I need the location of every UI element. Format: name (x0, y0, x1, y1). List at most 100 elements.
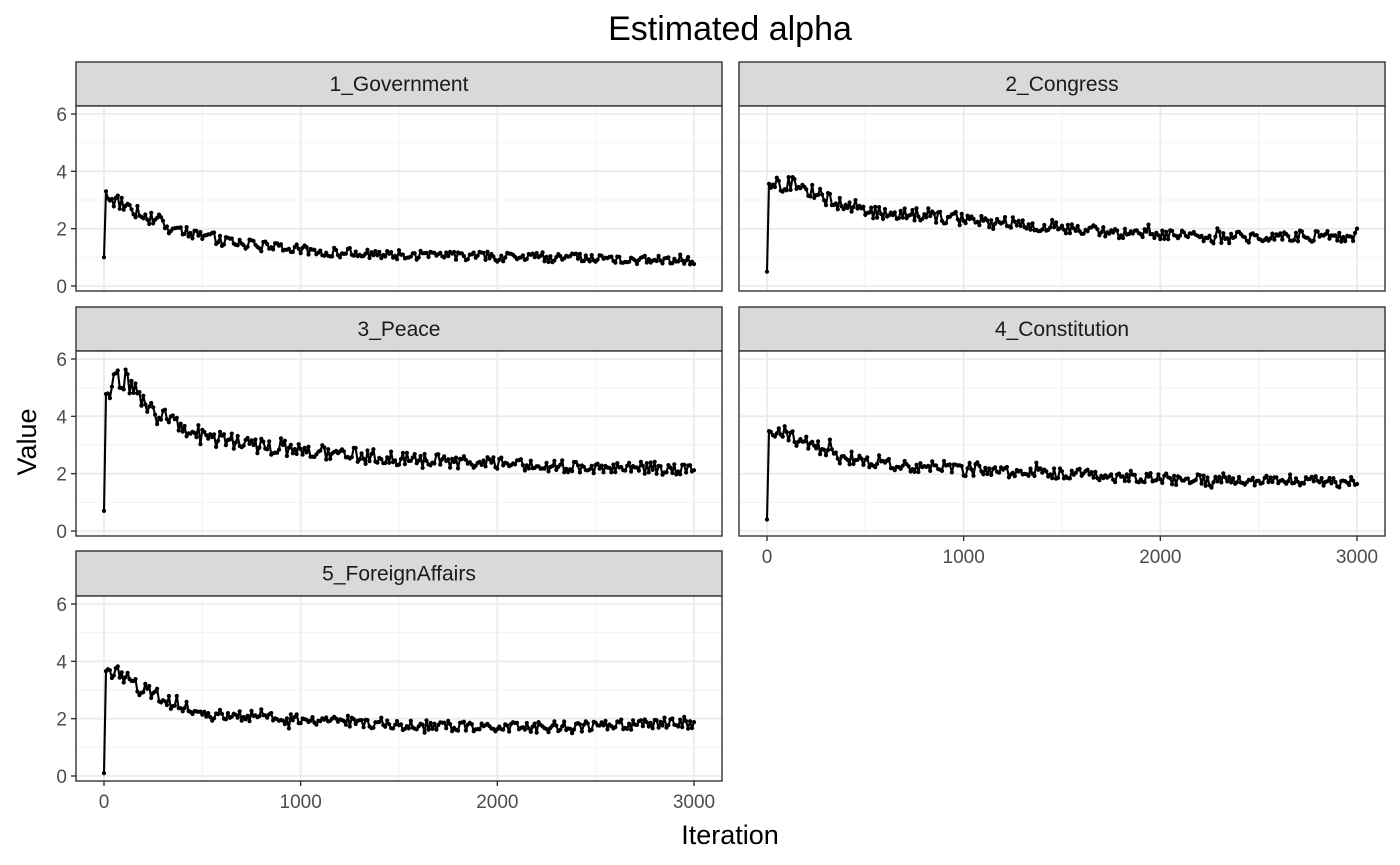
data-point (554, 723, 559, 728)
data-point (229, 236, 234, 241)
data-point (1008, 225, 1014, 230)
data-point (1207, 233, 1212, 238)
data-point (123, 675, 128, 680)
data-point (920, 216, 925, 221)
data-point (300, 452, 305, 457)
data-point (1101, 225, 1106, 230)
data-point (599, 253, 604, 258)
data-point (798, 186, 803, 191)
data-point (1246, 240, 1251, 245)
data-point (939, 468, 945, 473)
data-point (975, 460, 980, 465)
data-point (1093, 469, 1098, 474)
data-point (198, 230, 203, 235)
data-point (245, 244, 250, 249)
data-point (1321, 483, 1326, 488)
data-point (324, 250, 329, 255)
data-point (522, 468, 528, 473)
data-point (971, 473, 976, 478)
data-point (1354, 226, 1360, 231)
data-point (237, 237, 242, 242)
data-point (861, 462, 866, 467)
data-point (223, 717, 228, 722)
data-point (989, 472, 994, 477)
data-point (280, 442, 286, 447)
data-point (664, 470, 669, 475)
data-point (233, 440, 238, 445)
data-point (528, 729, 533, 735)
data-point (540, 250, 545, 255)
facet-panel-4: 4_Constitution 0 1000 2000 3000 (738, 306, 1386, 568)
data-point (688, 719, 693, 724)
facet-panel-5: 5_ForeignAffairs 0 2 4 6 0 1000 2000 3000 (56, 550, 723, 813)
data-point (570, 731, 575, 736)
data-point (1146, 474, 1151, 479)
data-point (632, 258, 638, 263)
data-point (408, 458, 413, 463)
data-point (202, 429, 207, 435)
series-markers (764, 424, 1360, 522)
data-point (947, 462, 953, 467)
data-point (365, 718, 370, 723)
data-point (764, 517, 770, 522)
data-point (829, 447, 835, 452)
data-point (1268, 475, 1273, 480)
data-point (678, 472, 683, 477)
data-point (1146, 222, 1151, 227)
data-point (216, 240, 221, 245)
data-point (420, 722, 425, 727)
data-point (231, 446, 236, 451)
data-point (369, 250, 374, 255)
data-point (1089, 470, 1094, 475)
data-point (172, 703, 177, 708)
data-point (257, 445, 262, 450)
data-point (1113, 480, 1118, 485)
data-point (932, 211, 937, 216)
data-point (1164, 229, 1169, 234)
data-point (294, 242, 299, 247)
data-point (347, 246, 352, 251)
data-point (162, 407, 168, 412)
data-point (686, 726, 691, 731)
data-point (1069, 222, 1074, 227)
data-point (550, 464, 555, 469)
data-point (790, 429, 795, 434)
data-point (318, 448, 323, 453)
data-point (1270, 479, 1275, 485)
data-point (579, 729, 585, 734)
data-point (133, 215, 138, 220)
panel-border (75, 105, 723, 292)
data-point (601, 470, 606, 475)
data-point (202, 709, 207, 714)
data-point (1215, 226, 1220, 231)
data-point (196, 423, 201, 428)
data-point (394, 257, 400, 262)
data-point (497, 257, 502, 262)
data-point (562, 719, 567, 724)
data-point (1219, 480, 1224, 485)
data-point (558, 254, 563, 259)
data-point (324, 715, 329, 720)
data-point (341, 449, 346, 454)
data-point (821, 447, 827, 452)
data-point (522, 727, 528, 732)
data-point (821, 198, 827, 203)
data-point (459, 457, 464, 462)
data-point (642, 253, 647, 258)
data-point (691, 720, 697, 725)
data-point (934, 220, 939, 225)
data-point (562, 470, 567, 475)
data-point (127, 391, 132, 396)
data-point (680, 258, 685, 263)
data-point (542, 259, 547, 264)
data-point (485, 249, 490, 254)
data-point (1028, 227, 1033, 232)
data-point (625, 463, 630, 468)
data-point (371, 447, 376, 452)
data-point (1225, 479, 1230, 484)
data-point (1250, 475, 1255, 480)
x-tick-label: 1000 (943, 547, 985, 568)
data-point (914, 206, 919, 211)
data-point (684, 470, 689, 475)
y-tick-label: 6 (56, 595, 67, 616)
